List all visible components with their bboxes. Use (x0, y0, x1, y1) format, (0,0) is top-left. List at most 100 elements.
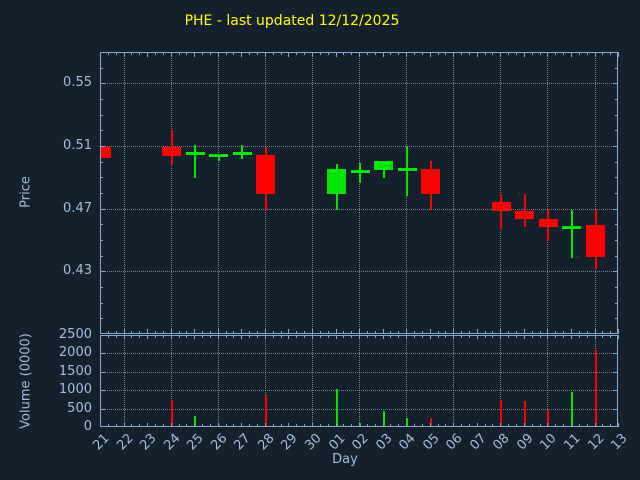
axis-tick (343, 331, 345, 334)
axis-tick (613, 271, 618, 273)
axis-tick (602, 52, 604, 55)
axis-tick (100, 146, 105, 147)
axis-tick (618, 52, 619, 57)
axis-tick (523, 423, 525, 427)
axis-tick (225, 331, 227, 334)
axis-tick (296, 331, 298, 334)
candle-body (350, 169, 370, 173)
axis-tick (107, 424, 109, 427)
axis-tick (351, 52, 353, 55)
axis-tick (178, 52, 180, 55)
candle-body (562, 225, 582, 229)
axis-tick (586, 331, 588, 334)
volume-axis-title: Volume (0000) (18, 333, 34, 429)
axis-tick (516, 52, 517, 55)
axis-tick (304, 335, 306, 338)
h-gridline (100, 390, 618, 392)
volume-tick-label: 1000 (58, 382, 92, 398)
axis-tick (123, 423, 125, 427)
axis-tick (170, 52, 172, 57)
axis-tick (351, 335, 353, 338)
axis-tick (100, 329, 101, 334)
axis-tick (570, 335, 572, 339)
axis-tick (570, 423, 572, 427)
axis-tick (288, 423, 290, 427)
volume-bar (264, 394, 267, 426)
axis-tick (154, 331, 156, 334)
volume-bar (194, 415, 197, 426)
volume-tick-label: 2000 (58, 345, 92, 361)
axis-tick (194, 335, 196, 339)
axis-tick (492, 52, 494, 55)
axis-tick (351, 331, 353, 334)
axis-tick (147, 329, 149, 334)
axis-tick (100, 240, 103, 241)
volume-bar (500, 399, 503, 426)
volume-bar (570, 391, 573, 426)
axis-tick (257, 335, 258, 338)
x-axis-title: Day (332, 452, 358, 467)
axis-tick (613, 83, 618, 85)
price-tick-label: 0.51 (63, 138, 92, 153)
axis-tick (217, 423, 219, 427)
volume-tick-label: 2500 (58, 327, 92, 342)
axis-tick (311, 423, 313, 427)
axis-tick (406, 52, 408, 57)
axis-tick (288, 335, 290, 339)
axis-tick (280, 331, 282, 334)
axis-tick (217, 335, 219, 339)
volume-bar (359, 423, 361, 426)
axis-tick (570, 329, 572, 334)
axis-tick (217, 52, 219, 57)
axis-tick (131, 335, 133, 338)
axis-tick (115, 331, 117, 334)
axis-tick (445, 335, 447, 338)
axis-tick (264, 335, 266, 339)
candle-body (185, 152, 205, 156)
axis-tick (531, 52, 533, 55)
axis-tick (296, 335, 298, 338)
axis-tick (516, 331, 517, 334)
axis-tick (131, 331, 133, 334)
volume-bar (594, 349, 597, 426)
axis-tick (413, 335, 415, 338)
axis-tick (115, 424, 117, 427)
axis-tick (406, 423, 408, 427)
axis-tick (516, 424, 517, 427)
axis-tick (327, 335, 329, 338)
axis-tick (615, 318, 618, 320)
axis-tick (100, 302, 103, 304)
axis-tick (508, 331, 510, 334)
axis-tick (468, 335, 470, 338)
candle-body (256, 154, 276, 194)
axis-tick (586, 335, 588, 338)
axis-tick (123, 335, 125, 339)
v-gridline (406, 52, 408, 427)
axis-tick (382, 52, 384, 57)
axis-tick (202, 335, 203, 338)
axis-tick (500, 52, 502, 57)
axis-tick (107, 52, 109, 55)
axis-tick (563, 424, 565, 427)
axis-tick (602, 424, 604, 427)
axis-tick (390, 331, 392, 334)
price-panel (100, 52, 618, 334)
axis-tick (178, 335, 180, 338)
candle-wick (406, 147, 409, 196)
axis-tick (319, 335, 321, 338)
axis-tick (107, 335, 109, 338)
axis-tick (272, 52, 274, 55)
axis-tick (272, 424, 274, 427)
axis-tick (249, 424, 251, 427)
axis-tick (100, 83, 105, 85)
candle-body (538, 219, 558, 227)
candle-body (515, 211, 535, 219)
axis-tick (445, 52, 447, 55)
axis-tick (445, 424, 447, 427)
axis-tick (461, 335, 462, 338)
volume-bar (429, 417, 432, 426)
axis-tick (115, 52, 117, 55)
axis-tick (162, 52, 164, 55)
axis-tick (374, 331, 376, 334)
candle-wick (523, 194, 526, 227)
